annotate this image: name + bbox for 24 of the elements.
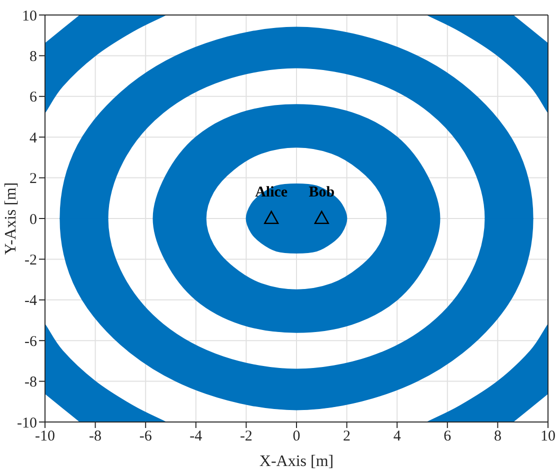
y-tick-label: 10 (22, 8, 37, 24)
y-tick-label: 0 (30, 212, 37, 228)
x-tick-label: 4 (393, 428, 402, 445)
y-tick-label: -10 (17, 415, 37, 432)
y-axis-title: Y-Axis [m] (2, 182, 20, 255)
x-tick-label: -6 (139, 428, 152, 445)
y-tick-label: -2 (24, 252, 37, 269)
x-tick-label: -8 (89, 428, 102, 445)
y-tick-label: 2 (30, 171, 37, 188)
x-tick-label: 8 (494, 428, 502, 445)
x-tick-label: -4 (190, 428, 203, 445)
x-tick-label: 0 (292, 428, 300, 445)
x-tick-label: 10 (540, 428, 556, 445)
annotation: Bob (308, 184, 335, 200)
y-tick-label: -8 (24, 374, 37, 391)
x-tick-label: 6 (444, 428, 452, 445)
x-axis-title: X-Axis [m] (259, 453, 334, 470)
y-tick-label: 4 (30, 130, 38, 146)
y-tick-label: -6 (24, 334, 38, 350)
x-tick-label: 2 (343, 428, 351, 445)
x-tick-label: -2 (240, 428, 252, 445)
y-tick-label: 8 (30, 49, 37, 66)
y-tick-label: -4 (24, 293, 38, 310)
y-tick-label: 6 (30, 90, 38, 106)
